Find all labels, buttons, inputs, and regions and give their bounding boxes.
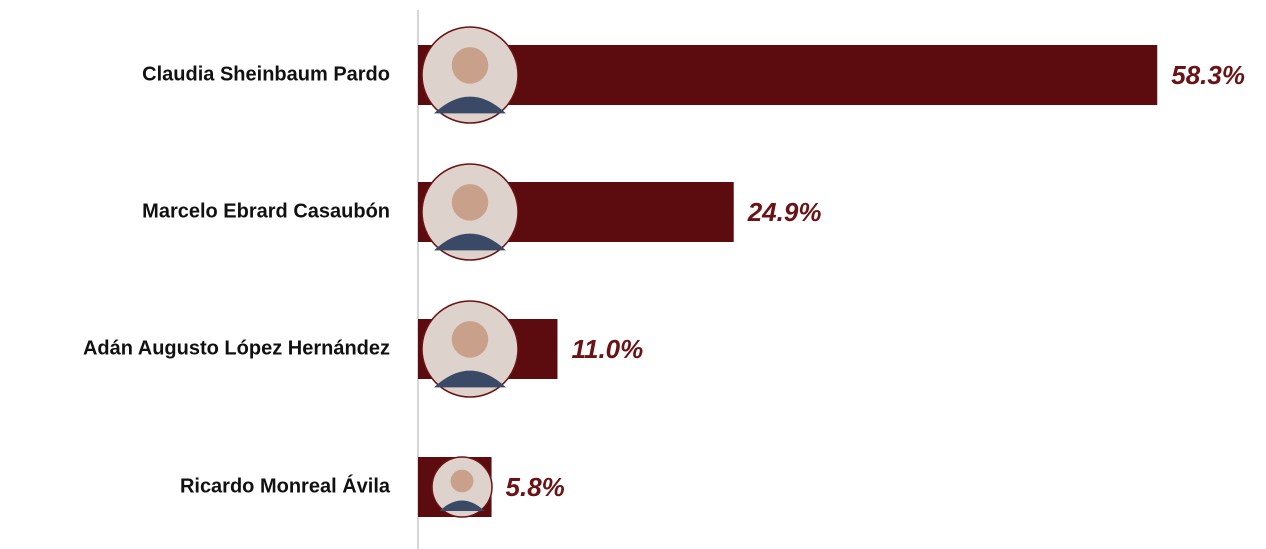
category-label: Ricardo Monreal Ávila — [180, 474, 391, 497]
value-label: 5.8% — [506, 472, 565, 502]
photo-head — [451, 47, 489, 84]
category-label: Adán Augusto López Hernández — [83, 337, 390, 359]
category-label: Marcelo Ebrard Casaubón — [142, 200, 390, 222]
value-label: 58.3% — [1171, 60, 1245, 90]
photo-head — [451, 184, 489, 221]
photo-head — [450, 469, 474, 493]
photo-head — [451, 321, 489, 358]
category-label: Claudia Sheinbaum Pardo — [142, 63, 390, 85]
value-label: 24.9% — [747, 197, 822, 227]
photo-body — [434, 96, 506, 114]
photo-body — [434, 370, 506, 388]
value-label: 11.0% — [571, 334, 643, 364]
photo-body — [439, 500, 485, 511]
photo-body — [434, 233, 506, 251]
bar — [418, 45, 1158, 105]
